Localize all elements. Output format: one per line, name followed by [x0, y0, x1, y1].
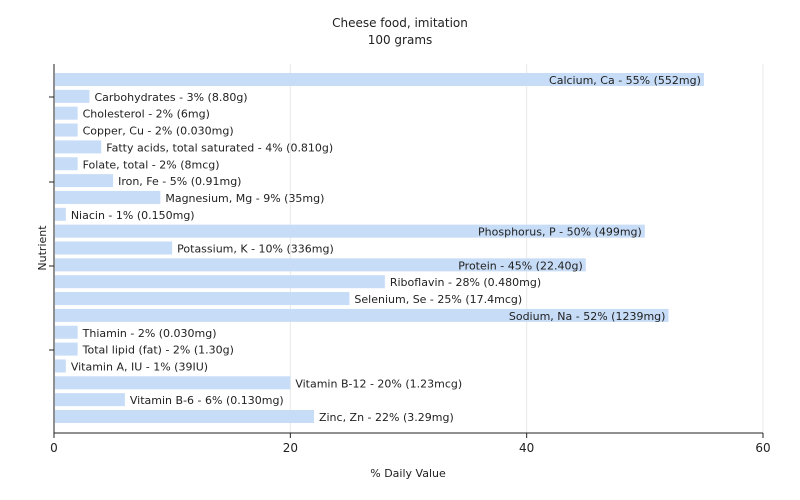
bar-7 [55, 190, 161, 204]
x-axis-title: % Daily Value [370, 467, 446, 480]
bar-label-13: Selenium, Se - 25% (17.4mcg) [354, 293, 522, 306]
bar-15 [55, 325, 78, 339]
bar-2 [55, 106, 78, 120]
x-tick-label-2: 40 [519, 441, 534, 455]
chart-subtitle: 100 grams [368, 33, 433, 47]
bar-label-11: Protein - 45% (22.40g) [458, 259, 583, 272]
bar-label-10: Potassium, K - 10% (336mg) [177, 243, 334, 256]
bar-label-20: Zinc, Zn - 22% (3.29mg) [319, 411, 454, 424]
bar-label-18: Vitamin B-12 - 20% (1.23mcg) [295, 377, 462, 390]
bar-12 [55, 275, 385, 289]
bar-label-16: Total lipid (fat) - 2% (1.30g) [82, 344, 234, 357]
bar-label-14: Sodium, Na - 52% (1239mg) [509, 310, 666, 323]
y-axis-title: Nutrient [36, 225, 49, 271]
bar-8 [55, 207, 66, 221]
bar-label-12: Riboflavin - 28% (0.480mg) [390, 276, 541, 289]
bar-14 [55, 308, 669, 322]
bar-11 [55, 258, 586, 272]
bar-label-3: Copper, Cu - 2% (0.030mg) [83, 125, 234, 138]
bar-4 [55, 140, 102, 154]
chart-title: Cheese food, imitation [332, 16, 468, 30]
x-tick-label-0: 0 [50, 441, 58, 455]
x-tick-label-1: 20 [283, 441, 298, 455]
bar-3 [55, 123, 78, 137]
axes-group: 0 20 40 60 [49, 64, 771, 455]
bar-label-7: Magnesium, Mg - 9% (35mg) [165, 192, 324, 205]
bar-0 [55, 73, 704, 86]
bar-label-0: Calcium, Ca - 55% (552mg) [549, 74, 701, 87]
bar-10 [55, 241, 173, 255]
bar-1 [55, 89, 90, 103]
bar-label-6: Iron, Fe - 5% (0.91mg) [118, 175, 241, 188]
bar-20 [55, 410, 314, 423]
bar-label-9: Phosphorus, P - 50% (499mg) [478, 226, 642, 239]
bar-17 [55, 359, 66, 373]
bar-label-8: Niacin - 1% (0.150mg) [71, 209, 195, 222]
bar-5 [55, 157, 78, 171]
bar-label-19: Vitamin B-6 - 6% (0.130mg) [130, 394, 284, 407]
bar-label-2: Cholesterol - 2% (6mg) [83, 108, 210, 121]
bar-16 [55, 342, 78, 356]
bar-9 [55, 224, 645, 238]
bar-label-4: Fatty acids, total saturated - 4% (0.810… [106, 141, 333, 154]
bar-label-5: Folate, total - 2% (8mcg) [83, 158, 220, 171]
bar-label-1: Carbohydrates - 3% (8.80g) [94, 91, 247, 104]
bar-6 [55, 174, 114, 188]
bar-13 [55, 292, 350, 306]
x-tick-label-3: 60 [755, 441, 770, 455]
gridlines [289, 64, 764, 433]
bar-label-15: Thiamin - 2% (0.030mg) [82, 327, 217, 340]
bar-19 [55, 393, 125, 407]
bar-18 [55, 376, 291, 390]
bars-group: Calcium, Ca - 55% (552mg) Carbohydrates -… [55, 73, 704, 424]
bar-label-17: Vitamin A, IU - 1% (39IU) [71, 360, 208, 373]
